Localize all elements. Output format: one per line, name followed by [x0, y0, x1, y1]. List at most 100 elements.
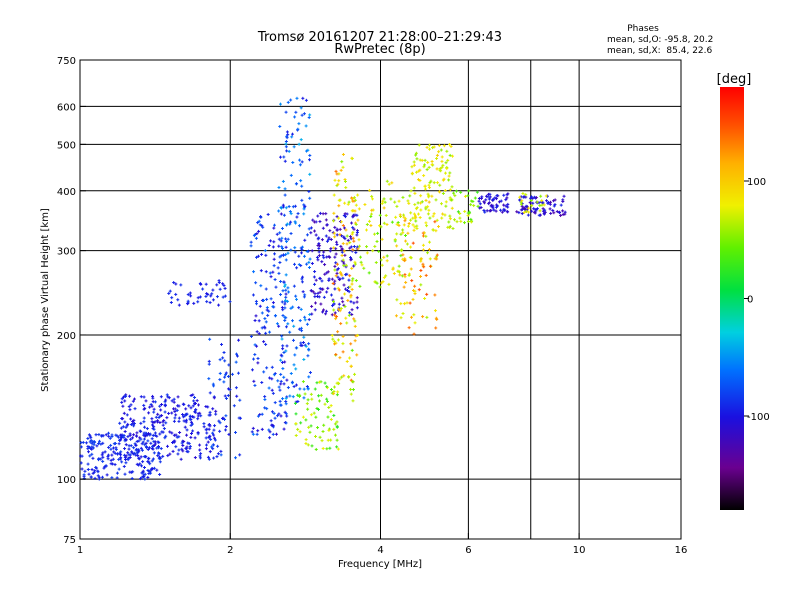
data-point [170, 411, 174, 415]
data-point [412, 186, 416, 190]
data-point [268, 436, 272, 440]
data-point [344, 263, 348, 267]
data-point [276, 414, 280, 418]
data-point [333, 422, 337, 426]
data-point [91, 471, 95, 475]
data-point [161, 454, 165, 458]
data-point [101, 451, 105, 455]
data-point [115, 476, 119, 480]
data-point [519, 202, 523, 206]
data-point [142, 466, 146, 470]
data-point [273, 314, 277, 318]
data-point [355, 296, 359, 300]
data-point [427, 165, 431, 169]
data-point [160, 402, 164, 406]
data-point [299, 138, 303, 142]
data-point [318, 435, 322, 439]
data-point [409, 211, 413, 215]
data-point [93, 476, 97, 480]
data-point [153, 400, 157, 404]
data-point [168, 289, 172, 293]
data-point [236, 371, 240, 375]
data-point [119, 436, 123, 440]
data-point [124, 443, 128, 447]
data-point [538, 204, 542, 208]
data-point [289, 212, 293, 216]
data-point [211, 288, 215, 292]
data-point [151, 396, 155, 400]
data-point [224, 371, 228, 375]
data-point [352, 264, 356, 268]
data-point [404, 217, 408, 221]
data-point [409, 315, 413, 319]
data-point [357, 238, 361, 242]
data-point [110, 476, 114, 480]
data-point [345, 234, 349, 238]
data-point [430, 163, 434, 167]
data-point [271, 245, 275, 249]
data-point [253, 232, 257, 236]
data-point [137, 439, 141, 443]
data-point [331, 300, 335, 304]
data-point [153, 431, 157, 435]
data-point [193, 456, 197, 460]
data-point [119, 426, 123, 430]
data-point [406, 231, 410, 235]
data-point [108, 436, 112, 440]
data-point [164, 398, 168, 402]
data-point [419, 194, 423, 198]
data-point [427, 248, 431, 252]
data-point [488, 209, 492, 213]
data-point [141, 440, 145, 444]
data-point [438, 168, 442, 172]
data-point [283, 306, 287, 310]
data-point [425, 145, 429, 149]
data-point [321, 253, 325, 257]
data-point [413, 203, 417, 207]
data-point [495, 194, 499, 198]
data-point [337, 179, 341, 183]
data-point [281, 347, 285, 351]
data-point [277, 271, 281, 275]
data-point [124, 394, 128, 398]
data-point [150, 404, 154, 408]
data-point [346, 202, 350, 206]
data-point [515, 210, 519, 214]
data-point [196, 431, 200, 435]
data-point [524, 209, 528, 213]
data-point [338, 270, 342, 274]
data-point [263, 398, 267, 402]
data-point [458, 216, 462, 220]
data-point [344, 186, 348, 190]
data-point [255, 302, 259, 306]
data-point [267, 309, 271, 313]
data-point [206, 405, 210, 409]
data-point [424, 273, 428, 277]
data-point [94, 465, 98, 469]
data-point [309, 413, 313, 417]
data-point [329, 293, 333, 297]
data-point [263, 317, 267, 321]
data-point [312, 411, 316, 415]
data-point [266, 212, 270, 216]
data-point [146, 439, 150, 443]
data-point [385, 259, 389, 263]
data-point [279, 358, 283, 362]
data-point [174, 292, 178, 296]
data-point [340, 250, 344, 254]
data-point [279, 239, 283, 243]
data-point [196, 296, 200, 300]
data-point [228, 300, 232, 304]
data-point [437, 190, 441, 194]
data-point [320, 260, 324, 264]
data-point [325, 447, 329, 451]
data-point [193, 396, 197, 400]
data-point [127, 453, 131, 457]
data-point [286, 100, 290, 104]
data-point [189, 394, 193, 398]
data-point [279, 279, 283, 283]
data-point [337, 204, 341, 208]
data-point [453, 194, 457, 198]
data-point [162, 427, 166, 431]
data-point [210, 292, 214, 296]
